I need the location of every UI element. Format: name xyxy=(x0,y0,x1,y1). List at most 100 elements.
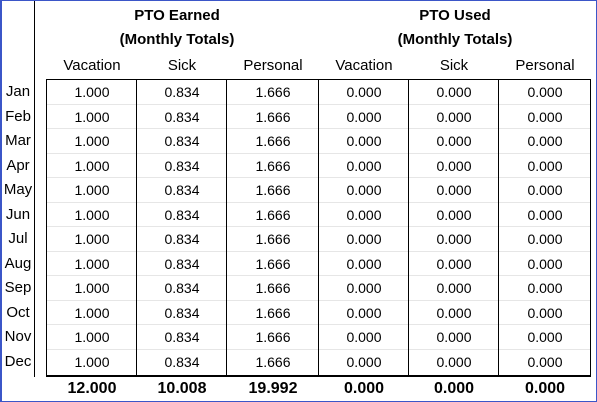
table-cell[interactable]: 1.666 xyxy=(255,280,291,296)
table-cell[interactable]: 0.000 xyxy=(527,157,563,174)
frame-left-edge xyxy=(1,1,2,401)
table-cell[interactable]: 1.000 xyxy=(74,255,110,272)
table-cell[interactable]: 0.834 xyxy=(164,255,200,272)
table-cell[interactable]: 0.000 xyxy=(436,157,472,174)
table-cell[interactable]: 0.000 xyxy=(436,206,472,223)
month-label: Apr xyxy=(6,156,30,174)
month-label: Jun xyxy=(5,205,31,223)
pto-earned-subtitle: (Monthly Totals) xyxy=(119,31,235,48)
column-header-earned-vacation: Vacation xyxy=(63,57,121,74)
table-border-right xyxy=(590,79,591,376)
table-cell[interactable]: 0.834 xyxy=(164,206,200,223)
pto-earned-title: PTO Earned xyxy=(134,7,220,24)
table-cell[interactable]: 1.666 xyxy=(255,255,291,272)
column-header-used-sick: Sick xyxy=(439,57,469,74)
column-header-used-personal: Personal xyxy=(515,57,575,74)
month-label: Jul xyxy=(8,230,28,247)
table-cell[interactable]: 0.834 xyxy=(164,329,200,345)
table-border-bottom xyxy=(46,375,591,377)
column-header-earned-personal: Personal xyxy=(243,57,303,74)
table-cell[interactable]: 0.000 xyxy=(346,157,382,174)
table-cell[interactable]: 1.666 xyxy=(255,353,291,370)
table-cell[interactable]: 1.000 xyxy=(74,182,110,198)
table-cell[interactable]: 0.000 xyxy=(346,255,382,272)
table-cell[interactable]: 1.000 xyxy=(74,84,110,100)
table-cell[interactable]: 0.000 xyxy=(436,353,472,370)
table-cell[interactable]: 0.834 xyxy=(164,157,200,174)
table-cell[interactable]: 0.000 xyxy=(346,133,382,149)
table-cell[interactable]: 0.834 xyxy=(164,133,200,149)
table-cell[interactable]: 0.834 xyxy=(164,353,200,370)
table-cell[interactable]: 0.000 xyxy=(527,108,563,125)
table-cell[interactable]: 0.000 xyxy=(436,182,472,198)
table-cell[interactable]: 0.000 xyxy=(527,255,563,272)
table-cell[interactable]: 0.834 xyxy=(164,304,200,321)
table-cell[interactable]: 0.000 xyxy=(436,84,472,100)
table-column-divider xyxy=(318,79,319,376)
table-cell[interactable]: 1.666 xyxy=(255,182,291,198)
table-cell[interactable]: 0.000 xyxy=(346,206,382,223)
table-cell[interactable]: 0.000 xyxy=(527,182,563,198)
table-cell[interactable]: 0.000 xyxy=(527,353,563,370)
table-cell[interactable]: 1.666 xyxy=(255,329,291,345)
table-cell[interactable]: 0.834 xyxy=(164,182,200,198)
table-cell[interactable]: 0.000 xyxy=(436,108,472,125)
table-cell[interactable]: 0.834 xyxy=(164,84,200,100)
table-cell[interactable]: 1.666 xyxy=(255,84,291,100)
table-cell[interactable]: 0.000 xyxy=(346,304,382,321)
table-cell[interactable]: 1.000 xyxy=(74,280,110,296)
table-cell[interactable]: 0.000 xyxy=(436,133,472,149)
table-cell[interactable]: 0.000 xyxy=(527,231,563,247)
table-cell[interactable]: 0.000 xyxy=(346,108,382,125)
table-cell[interactable]: 1.666 xyxy=(255,108,291,125)
column-header-used-vacation: Vacation xyxy=(335,57,393,74)
table-cell[interactable]: 0.000 xyxy=(346,353,382,370)
table-cell[interactable]: 0.834 xyxy=(164,280,200,296)
table-cell[interactable]: 1.000 xyxy=(74,304,110,321)
table-column-divider xyxy=(498,79,499,376)
table-cell[interactable]: 0.000 xyxy=(527,133,563,149)
table-cell[interactable]: 0.000 xyxy=(527,84,563,100)
table-cell[interactable]: 0.000 xyxy=(436,329,472,345)
table-cell[interactable]: 1.666 xyxy=(255,133,291,149)
pto-earned-header: PTO Earned (Monthly Totals) xyxy=(35,1,319,58)
table-cell[interactable]: 1.000 xyxy=(74,206,110,223)
table-cell[interactable]: 0.834 xyxy=(164,108,200,125)
month-label: May xyxy=(3,181,33,198)
pto-used-title: PTO Used xyxy=(419,7,491,24)
table-cell[interactable]: 0.000 xyxy=(436,231,472,247)
column-header-earned-sick: Sick xyxy=(167,57,197,74)
table-cell[interactable]: 1.666 xyxy=(255,304,291,321)
table-cell[interactable]: 0.000 xyxy=(436,280,472,296)
month-column-divider xyxy=(34,1,35,377)
table-column-divider xyxy=(226,79,227,376)
table-cell[interactable]: 0.000 xyxy=(527,206,563,223)
table-cell[interactable]: 0.000 xyxy=(436,304,472,321)
table-cell[interactable]: 1.000 xyxy=(74,353,110,370)
table-cell[interactable]: 1.000 xyxy=(74,133,110,149)
month-label: Mar xyxy=(5,132,31,149)
table-cell[interactable]: 1.000 xyxy=(74,157,110,174)
table-cell[interactable]: 1.000 xyxy=(74,108,110,125)
table-cell[interactable]: 0.834 xyxy=(164,231,200,247)
table-cell[interactable]: 1.666 xyxy=(255,157,291,174)
month-label: Sep xyxy=(4,279,32,296)
table-cell[interactable]: 0.000 xyxy=(346,280,382,296)
table-cell[interactable]: 1.666 xyxy=(255,206,291,223)
total-earned-personal: 19.992 xyxy=(248,380,298,397)
table-cell[interactable]: 0.000 xyxy=(527,304,563,321)
table-cell[interactable]: 0.000 xyxy=(346,182,382,198)
table-cell[interactable]: 1.000 xyxy=(74,231,110,247)
table-cell[interactable]: 0.000 xyxy=(527,329,563,345)
table-cell[interactable]: 0.000 xyxy=(436,255,472,272)
month-label: Nov xyxy=(4,328,32,345)
pto-used-header: PTO Used (Monthly Totals) xyxy=(319,1,591,58)
table-cell[interactable]: 1.666 xyxy=(255,231,291,247)
table-cell[interactable]: 0.000 xyxy=(346,84,382,100)
month-label: Feb xyxy=(5,107,31,125)
table-cell[interactable]: 0.000 xyxy=(527,280,563,296)
table-cell[interactable]: 0.000 xyxy=(346,231,382,247)
table-cell[interactable]: 0.000 xyxy=(346,329,382,345)
table-cell[interactable]: 1.000 xyxy=(74,329,110,345)
